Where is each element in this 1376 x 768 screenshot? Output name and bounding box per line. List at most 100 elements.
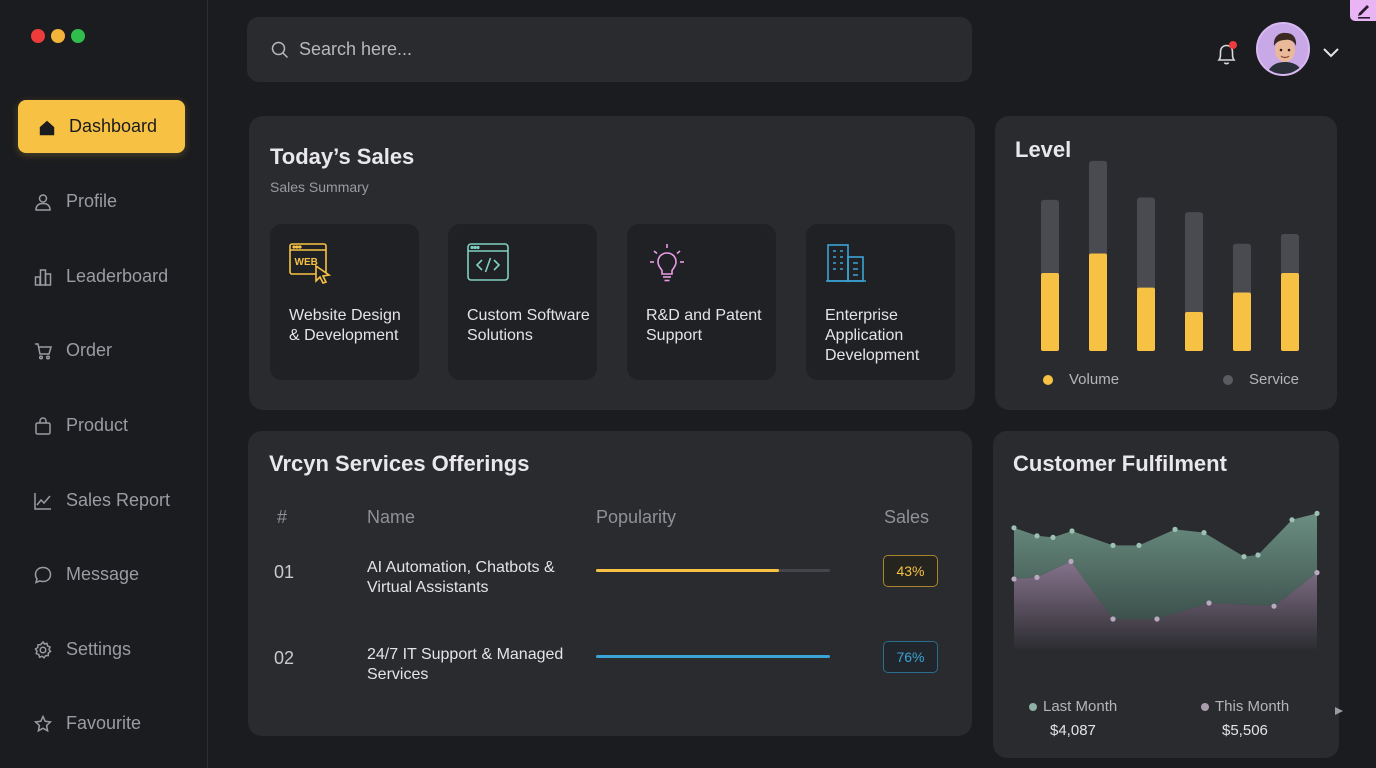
volume-bar xyxy=(1089,253,1107,351)
chevron-down-icon[interactable] xyxy=(1321,44,1341,60)
column-header-number: # xyxy=(277,507,288,527)
this-month-point xyxy=(1314,570,1320,576)
this-month-point xyxy=(1154,616,1160,622)
minimize-window-button[interactable] xyxy=(51,29,65,43)
popularity-bar-fill xyxy=(596,569,779,572)
last-month-point xyxy=(1136,542,1142,548)
user-icon xyxy=(34,193,52,211)
lightbulb-icon xyxy=(646,242,688,284)
sidebar-item-message[interactable]: Message xyxy=(18,548,185,601)
sidebar-item-order[interactable]: Order xyxy=(18,324,185,377)
last-month-point xyxy=(1110,542,1116,548)
volume-bar xyxy=(1233,292,1251,351)
volume-bar xyxy=(1137,287,1155,351)
line-chart-icon xyxy=(34,492,52,510)
legend-dot xyxy=(1029,702,1037,711)
last-month-point xyxy=(1241,554,1247,560)
last-month-point xyxy=(1255,552,1261,558)
sidebar-item-sales-report[interactable]: Sales Report xyxy=(18,474,185,527)
sidebar-item-product[interactable]: Product xyxy=(18,399,185,452)
sidebar-item-label: Dashboard xyxy=(69,116,158,136)
card-subtitle: Sales Summary xyxy=(270,179,369,195)
last-month-point xyxy=(1289,517,1295,523)
sidebar-item-dashboard[interactable]: Dashboard xyxy=(18,100,185,153)
cart-icon xyxy=(34,342,52,360)
legend-dot xyxy=(1043,374,1053,385)
level-bar-chart xyxy=(1041,160,1299,351)
service-tile-label: Enterprise Application Development xyxy=(825,307,920,364)
sidebar-item-settings[interactable]: Settings xyxy=(18,623,185,676)
building-icon xyxy=(825,242,867,284)
level-card: Level Volume Service xyxy=(995,116,1337,410)
chat-icon xyxy=(34,566,52,584)
sidebar-item-label: Favourite xyxy=(66,713,142,733)
sidebar-item-label: Message xyxy=(66,564,140,584)
edit-corner-icon[interactable] xyxy=(1350,0,1376,21)
legend-label: Service xyxy=(1249,371,1300,388)
this-month-value: $5,506 xyxy=(1222,722,1268,739)
service-tile-label: Website Design & Development xyxy=(289,307,401,344)
popularity-bar xyxy=(596,655,830,658)
column-header-popularity: Popularity xyxy=(596,507,677,527)
this-month-point xyxy=(1206,600,1212,606)
popularity-bar xyxy=(596,569,830,572)
level-legend: Volume Service xyxy=(1043,371,1299,388)
this-month-point xyxy=(1110,616,1116,622)
sidebar-item-leaderboard[interactable]: Leaderboard xyxy=(18,250,185,303)
service-tile-rnd[interactable]: R&D and Patent Support xyxy=(627,224,776,380)
card-title: Vrcyn Services Offerings xyxy=(269,451,530,476)
offerings-card: Vrcyn Services Offerings xyxy=(248,431,972,736)
service-tile-software[interactable]: Custom Software Solutions xyxy=(448,224,597,380)
close-window-button[interactable] xyxy=(31,29,45,43)
last-month-point xyxy=(1069,528,1075,534)
this-month-point xyxy=(1068,558,1074,564)
card-title: Customer Fulfilment xyxy=(1013,451,1227,476)
last-month-point xyxy=(1314,510,1320,516)
bell-icon[interactable] xyxy=(1214,40,1240,68)
bag-icon xyxy=(34,416,52,435)
sidebar-item-profile[interactable]: Profile xyxy=(18,175,185,228)
sales-badge: 43% xyxy=(883,555,938,587)
window-controls xyxy=(31,29,85,43)
sidebar-item-label: Sales Report xyxy=(66,490,171,510)
legend-item-last-month: Last Month xyxy=(1029,698,1117,715)
service-tile-enterprise[interactable]: Enterprise Application Development xyxy=(806,224,955,380)
this-month-point xyxy=(1034,574,1040,580)
svg-text:WEB: WEB xyxy=(295,257,318,268)
notification-dot xyxy=(1229,41,1237,49)
this-month-point xyxy=(1271,603,1277,609)
card-title: Level xyxy=(1015,137,1072,162)
last-month-point xyxy=(1172,526,1178,532)
last-month-value: $4,087 xyxy=(1050,722,1096,739)
sidebar-item-label: Product xyxy=(66,415,129,435)
column-header-name: Name xyxy=(367,507,416,527)
legend-item-service: Service xyxy=(1223,371,1299,388)
customer-fulfilment-card: Customer Fulfilment Last Month $4,087 Th… xyxy=(993,431,1339,758)
last-month-point xyxy=(1034,533,1040,539)
last-month-point xyxy=(1050,534,1056,540)
play-arrow-icon[interactable] xyxy=(1335,707,1343,715)
sidebar-item-label: Order xyxy=(66,340,113,360)
service-tile-web[interactable]: WEB Website Design & Development xyxy=(270,224,419,380)
sidebar-item-favourite[interactable]: Favourite xyxy=(18,697,185,750)
row-number: 02 xyxy=(274,648,295,668)
popularity-bar-fill xyxy=(596,655,830,658)
last-month-area xyxy=(1014,513,1317,619)
maximize-window-button[interactable] xyxy=(71,29,85,43)
sidebar-item-label: Settings xyxy=(66,639,132,659)
leaderboard-icon xyxy=(34,268,52,286)
sales-badge: 76% xyxy=(883,641,938,673)
column-header-sales: Sales xyxy=(884,507,930,527)
search-bar[interactable] xyxy=(247,17,972,82)
service-tile-label: Custom Software Solutions xyxy=(467,307,590,344)
volume-bar xyxy=(1185,312,1203,351)
search-input[interactable] xyxy=(299,39,939,60)
row-number: 01 xyxy=(274,562,295,582)
row-name: 24/7 IT Support & Managed Services xyxy=(367,646,564,683)
sidebar: Dashboard Profile Leaderboard Order Prod… xyxy=(0,0,208,768)
last-month-point xyxy=(1201,530,1207,536)
home-icon xyxy=(38,118,56,136)
fulfilment-area-chart xyxy=(1011,510,1320,651)
row-name: AI Automation, Chatbots & Virtual Assist… xyxy=(367,559,555,596)
avatar[interactable] xyxy=(1256,22,1310,76)
